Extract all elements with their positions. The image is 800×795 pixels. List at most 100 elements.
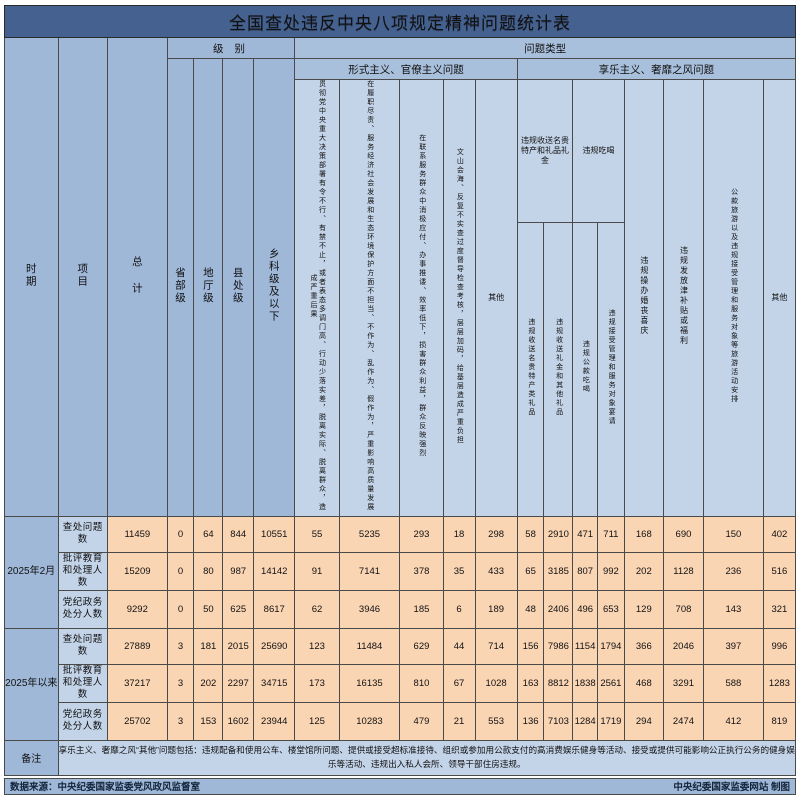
- cell-gift-specialty: 65: [516, 551, 545, 591]
- cell-formalism-other: 189: [474, 589, 518, 629]
- cell-travel: 588: [703, 663, 764, 703]
- cell-accepted-banquet: 1794: [597, 627, 625, 665]
- cell-travel: 150: [703, 515, 764, 553]
- header-band-subgroups: 省部级 地厅级 县处级 乡科级及以下 形式主义、官僚主义问题 享乐主义、奢靡之风…: [5, 58, 797, 517]
- cell-formalism-3: 185: [399, 589, 444, 629]
- cell-gift-cash: 8812: [543, 663, 574, 703]
- cell-hedonism-other: 1283: [762, 663, 797, 703]
- cell-public-funded-dining: 471: [572, 515, 598, 553]
- cell-level-xianchu: 625: [222, 589, 255, 629]
- header-col-formalism-2: 在履职尽责、服务经济社会发展和生态环境保护方面不担当、不作为、乱作为、假作为，严…: [338, 79, 401, 517]
- cell-formalism-2: 11484: [338, 627, 401, 665]
- header-col-dining-group: 违规吃喝: [572, 79, 625, 223]
- item-label: 党纪政务处分人数: [57, 589, 108, 629]
- cell-formalism-3: 293: [399, 515, 444, 553]
- cell-level-diting: 153: [193, 701, 224, 741]
- cell-hedonism-other: 996: [762, 627, 797, 665]
- header-subgroup-hedonism: 享乐主义、奢靡之风问题: [516, 58, 797, 80]
- header-col-gift-cash: 违规收送礼金和其他礼品: [543, 221, 574, 517]
- cell-gift-specialty: 156: [516, 627, 545, 665]
- cell-level-diting: 202: [193, 663, 224, 703]
- header-level-diting: 地厅级: [193, 58, 224, 517]
- cell-total: 15209: [106, 551, 168, 591]
- header-item: 项目: [57, 37, 108, 517]
- header-col-subsidy: 违规发放津补贴或福利: [662, 79, 705, 517]
- cell-subsidy: 690: [662, 515, 705, 553]
- data-source-label: 数据来源：中央纪委国家监委党风政风监督室: [10, 782, 201, 794]
- cell-subsidy: 2474: [662, 701, 705, 741]
- header-level-diting-label: 地厅级: [201, 267, 214, 305]
- header-col-accepted-banquet: 违规接受管理和服务对象宴请: [597, 221, 625, 517]
- cell-level-sheng: 0: [166, 551, 195, 591]
- cell-formalism-1: 123: [294, 627, 340, 665]
- header-band-group: 时期 项目 总 计 级 别 问题类型: [4, 37, 796, 517]
- remark-label: 备注: [4, 739, 59, 776]
- table-row: 党纪政务处分人数 25702 3 153 1602 23944 125 1028…: [5, 701, 797, 741]
- cell-level-xiangke: 25690: [253, 627, 296, 665]
- cell-formalism-1: 173: [294, 663, 340, 703]
- header-col-formalism-3: 在联系服务群众中消极应付、办事推诿、效率低下，损害群众利益，群众反映强烈: [399, 79, 444, 517]
- cell-formalism-1: 62: [294, 589, 340, 629]
- cell-public-funded-dining: 496: [572, 589, 598, 629]
- cell-formalism-4: 35: [442, 551, 476, 591]
- cell-banquet: 366: [623, 627, 664, 665]
- period-label-1: 2025年2月: [4, 515, 59, 629]
- table-row: 2025年以来 查处问题数 27889 3 181 2015 25690 123…: [4, 627, 797, 741]
- item-label: 查处问题数: [57, 515, 108, 553]
- cell-accepted-banquet: 992: [597, 551, 625, 591]
- cell-formalism-other: 714: [474, 627, 518, 665]
- cell-formalism-other: 298: [474, 515, 518, 553]
- cell-level-diting: 50: [193, 589, 224, 629]
- cell-gift-specialty: 58: [516, 515, 545, 553]
- table-row: 2025年2月 查处问题数 11459 0 64 844 10551 55 52…: [4, 515, 797, 629]
- cell-subsidy: 3291: [662, 663, 705, 703]
- cell-formalism-1: 125: [294, 701, 340, 741]
- cell-banquet: 202: [623, 551, 664, 591]
- cell-gift-specialty: 136: [516, 701, 545, 741]
- cell-level-xianchu: 2297: [222, 663, 255, 703]
- cell-banquet: 168: [623, 515, 664, 553]
- header-period: 时期: [4, 37, 59, 517]
- cell-level-sheng: 3: [166, 627, 195, 665]
- statistics-table: 全国查处违反中央八项规定精神问题统计表 时期 项目 总 计 级 别 问题类型 省…: [4, 5, 797, 776]
- header-col-formalism-1: 贯彻党中央重大决策部署有令不行、有禁不止，或者表态多调门高、行动少落实差，脱离实…: [294, 79, 340, 517]
- cell-level-xiangke: 34715: [253, 663, 296, 703]
- header-level-group: 级 别: [166, 37, 296, 59]
- cell-accepted-banquet: 653: [597, 589, 625, 629]
- table-row: 党纪政务处分人数 9292 0 50 625 8617 62 3946 185 …: [5, 589, 797, 629]
- cell-gift-cash: 3185: [543, 551, 574, 591]
- cell-level-xiangke: 14142: [253, 551, 296, 591]
- cell-formalism-2: 5235: [338, 515, 401, 553]
- header-col-gift-specialty: 违规收送名贵特产类礼品: [516, 221, 545, 517]
- cell-gift-cash: 2910: [543, 515, 574, 553]
- period-label-2: 2025年以来: [4, 627, 59, 741]
- cell-public-funded-dining: 807: [572, 551, 598, 591]
- cell-public-funded-dining: 1154: [572, 627, 598, 665]
- header-problem-type-group: 问题类型: [294, 37, 796, 59]
- cell-level-sheng: 0: [166, 589, 195, 629]
- header-col-hedonism-other: 其他: [762, 79, 797, 517]
- cell-level-diting: 181: [193, 627, 224, 665]
- header-period-label: 时期: [24, 262, 37, 288]
- cell-level-xiangke: 23944: [253, 701, 296, 741]
- cell-formalism-other: 553: [474, 701, 518, 741]
- cell-formalism-2: 3946: [338, 589, 401, 629]
- cell-formalism-4: 18: [442, 515, 476, 553]
- item-label: 批评教育和处理人数: [57, 551, 108, 591]
- header-col-formalism-4: 文山会海、反复不实查过度督导检查考核，层层加码，给基层造成严重负担: [442, 79, 476, 517]
- header-level-xianchu-label: 县处级: [231, 267, 244, 305]
- cell-formalism-3: 479: [399, 701, 444, 741]
- header-level-xiangke-label: 乡科级及以下: [267, 248, 280, 324]
- header-level-xiangke: 乡科级及以下: [253, 58, 296, 517]
- header-total-label: 总 计: [130, 255, 143, 295]
- cell-subsidy: 2046: [662, 627, 705, 665]
- header-col-public-funded-dining: 违规公款吃喝: [572, 221, 598, 517]
- cell-travel: 397: [703, 627, 764, 665]
- cell-level-diting: 64: [193, 515, 224, 553]
- cell-level-diting: 80: [193, 551, 224, 591]
- cell-subsidy: 708: [662, 589, 705, 629]
- cell-gift-specialty: 48: [516, 589, 545, 629]
- header-item-label: 项目: [76, 262, 89, 288]
- cell-accepted-banquet: 711: [597, 515, 625, 553]
- cell-formalism-2: 7141: [338, 551, 401, 591]
